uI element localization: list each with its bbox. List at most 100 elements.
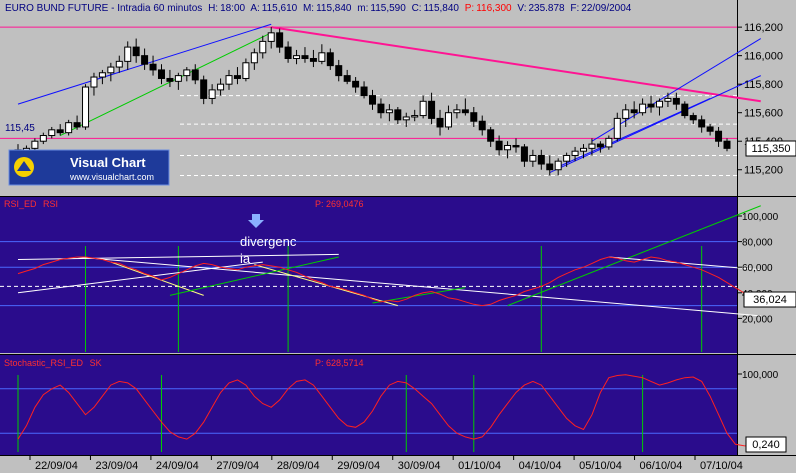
candle-body <box>31 140 39 149</box>
candle-body <box>394 109 402 121</box>
candle <box>706 124 714 136</box>
candle <box>343 69 351 85</box>
candle-body <box>115 60 123 68</box>
rsi-axis-label: 20,000 <box>742 314 773 325</box>
visual-chart-logo[interactable]: Visual Chart www.visualchart.com <box>8 149 170 186</box>
candle <box>242 58 250 82</box>
candle-body <box>639 103 647 114</box>
candle <box>461 98 469 116</box>
candle <box>200 75 208 105</box>
candle-body <box>242 62 250 79</box>
price-axis-label: 116,000 <box>744 51 783 63</box>
stoch-axis: 100,000 <box>737 370 779 381</box>
candle-body <box>98 72 106 78</box>
candle <box>563 152 571 167</box>
x-axis-bg <box>0 455 796 473</box>
candle-body <box>48 129 56 137</box>
a-label: A: <box>250 3 259 14</box>
candle <box>65 119 73 136</box>
candle <box>98 69 106 85</box>
candle-body <box>689 115 697 121</box>
candle-body <box>706 126 714 132</box>
candle-body <box>183 69 191 77</box>
price-axis-label: 115,200 <box>744 165 783 177</box>
v-value: 235.878 <box>528 3 565 14</box>
logo-url: www.visualchart.com <box>69 172 154 182</box>
candle-body <box>613 117 621 139</box>
rsi-axis-bg <box>737 196 796 353</box>
candle <box>90 72 98 96</box>
candle <box>157 64 165 85</box>
candle-body <box>200 79 208 99</box>
candle <box>512 138 520 153</box>
candle <box>444 105 452 130</box>
candle-body <box>82 86 90 128</box>
candle <box>411 109 419 122</box>
x-axis-label: 06/10/04 <box>640 460 683 472</box>
rsi-trendline <box>17 253 339 261</box>
candle-body <box>605 137 613 148</box>
left-price-label: 115,45 <box>4 122 42 134</box>
candle <box>377 98 385 119</box>
candle-body <box>326 52 334 67</box>
candle-body <box>630 109 638 114</box>
rsi-grid <box>0 241 737 352</box>
price-current-value: 115,350 <box>752 143 791 155</box>
candle-body <box>301 55 309 60</box>
left-price-value: 115,45 <box>5 123 35 134</box>
candle-body <box>478 120 486 131</box>
candle <box>149 55 157 76</box>
candle-body <box>571 150 579 156</box>
candle <box>622 104 630 127</box>
candle-body <box>402 116 410 121</box>
candle <box>537 149 545 170</box>
rsi-legend-series: RSI <box>43 199 58 209</box>
candle-body <box>250 52 258 64</box>
price-axis-label: 115,800 <box>744 79 783 91</box>
header-text: EURO BUND FUTURE - Intradia 60 minutos H… <box>5 3 632 14</box>
candle <box>31 138 39 152</box>
m2-label: m: <box>357 3 368 14</box>
candle-body <box>512 144 520 148</box>
rsi-axis-label: 100,000 <box>742 212 779 223</box>
candle-body <box>419 100 427 117</box>
candle <box>394 106 402 125</box>
green-trend-line <box>59 32 272 136</box>
candle-body <box>259 40 267 54</box>
candle-body <box>563 154 571 162</box>
candle-body <box>369 95 376 105</box>
candle-body <box>132 46 140 57</box>
candle <box>335 59 343 82</box>
candle-body <box>453 109 461 114</box>
c-label: C: <box>412 3 422 14</box>
candle-body <box>529 154 537 162</box>
stoch-legend-title: Stochastic_RSI_ED <box>4 358 84 368</box>
candle <box>647 95 655 113</box>
x-axis-label: 24/09/04 <box>156 460 199 472</box>
candle-body <box>309 58 317 62</box>
candle-body <box>495 140 503 151</box>
price-axis-label: 116,200 <box>744 22 783 34</box>
rsi-axis-label: 80,000 <box>742 238 773 249</box>
arrow-down-icon <box>248 214 264 228</box>
x-axis: 22/09/04 23/09/04 24/09/04 27/09/04 28/09/04… <box>29 455 743 472</box>
candle-body <box>293 55 301 60</box>
candle-body <box>504 144 512 151</box>
h-value: 18:00 <box>220 3 245 14</box>
c-value: 115,840 <box>424 3 460 14</box>
x-axis-label: 01/10/04 <box>458 460 501 472</box>
candle-body <box>360 86 368 97</box>
candle <box>48 126 56 139</box>
rsi-legend-title: RSI_ED <box>4 199 37 209</box>
rsi-trendline <box>608 256 761 271</box>
candle-body <box>580 147 588 152</box>
candle-body <box>385 109 393 114</box>
candle-body <box>352 80 360 88</box>
candle <box>639 98 647 116</box>
candle <box>487 126 495 147</box>
candle-body <box>107 66 115 74</box>
lower-rising-channel <box>549 75 761 174</box>
x-axis-label: 27/09/04 <box>216 460 259 472</box>
price-grid <box>180 95 737 176</box>
